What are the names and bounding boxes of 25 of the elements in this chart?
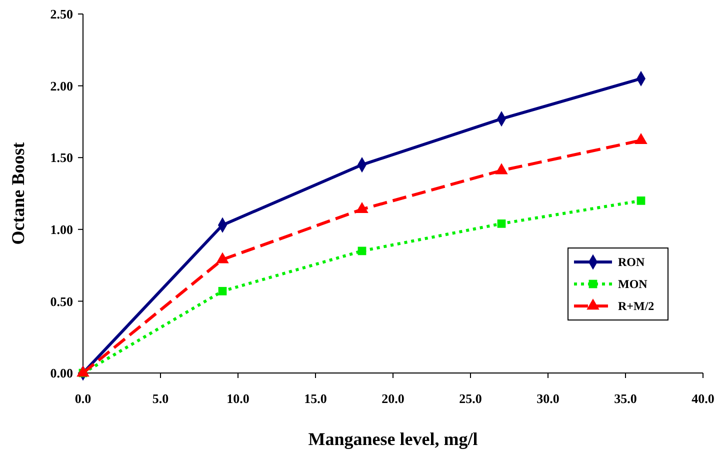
point	[358, 246, 366, 256]
x-tick-label: 20.0	[382, 391, 404, 406]
y-tick-label: 0.00	[50, 366, 73, 381]
legend-label: MON	[618, 277, 648, 292]
y-tick-label: 2.00	[50, 78, 73, 94]
x-tick-label: 35.0	[614, 391, 637, 406]
point	[636, 196, 646, 205]
x-tick-label: 15.0	[304, 391, 327, 406]
point	[497, 219, 506, 228]
y-tick-label: 1.50	[50, 150, 73, 166]
x-tick-label: 30.0	[536, 391, 560, 406]
y-tick-label: 2.50	[50, 6, 73, 22]
x-tick-label: 5.0	[152, 391, 169, 406]
x-tick-label: 25.0	[459, 391, 482, 406]
x-tick-label: 40.0	[692, 391, 714, 406]
legend-label: RON	[618, 255, 645, 270]
y-axis-title: Octane Boost	[8, 142, 28, 245]
y-tick-label: 0.50	[50, 294, 73, 309]
point	[218, 286, 227, 296]
y-tick-label: 1.00	[50, 222, 73, 237]
x-axis-title: Manganese level, mg/l	[308, 429, 478, 449]
point	[634, 133, 648, 144]
x-tick-label: 0.0	[74, 391, 92, 406]
legend-label: R+M/2	[618, 299, 654, 314]
x-tick-label: 10.0	[226, 391, 250, 406]
